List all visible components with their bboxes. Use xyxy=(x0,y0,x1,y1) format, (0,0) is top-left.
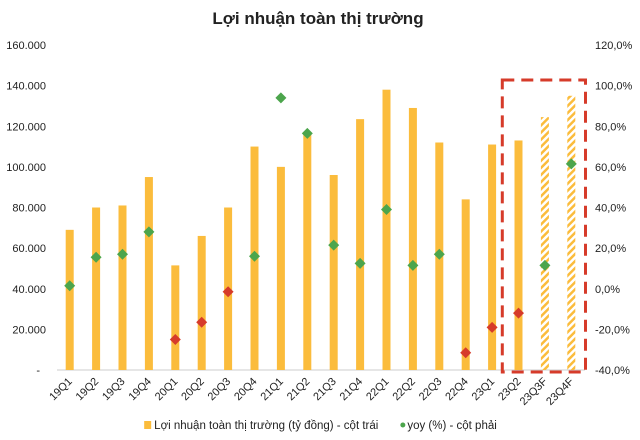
right-tick-label: -40,0% xyxy=(595,365,630,377)
yoy-point xyxy=(328,239,340,251)
yoy-point xyxy=(169,334,181,346)
x-tick-label: 20Q2 xyxy=(179,376,207,404)
yoy-point xyxy=(143,226,155,238)
x-tick-label: 19Q2 xyxy=(74,376,102,404)
left-tick-label: 40.000 xyxy=(12,284,46,296)
legend: Lợi nhuận toàn thị trường (tỷ đồng) - cộ… xyxy=(144,420,497,432)
yoy-point xyxy=(513,307,524,319)
x-tick-label: 20Q4 xyxy=(232,376,260,404)
right-tick-label: 80,0% xyxy=(595,121,626,133)
yoy-point xyxy=(249,250,260,262)
forecast-highlight-box xyxy=(500,78,587,374)
x-tick-label: 23Q1 xyxy=(470,376,498,404)
left-tick-label: - xyxy=(36,365,40,377)
yoy-point xyxy=(354,257,366,269)
bar xyxy=(118,205,127,370)
x-tick-label: 19Q3 xyxy=(100,376,128,404)
left-tick-label: 100.000 xyxy=(6,162,46,174)
bar xyxy=(540,117,549,370)
yoy-point xyxy=(565,158,577,170)
bar xyxy=(144,177,153,370)
right-tick-label: 40,0% xyxy=(595,203,626,215)
left-axis: - 20.000 40.000 60.000 80.000 100.000 120.000 1… xyxy=(6,40,46,377)
legend-bar-swatch xyxy=(144,421,152,429)
legend-yoy-marker xyxy=(400,422,406,428)
x-tick-label: 20Q1 xyxy=(153,376,181,404)
bar xyxy=(171,265,180,370)
right-tick-label: 20,0% xyxy=(595,243,626,255)
bar xyxy=(382,89,391,370)
x-tick-label: 22Q2 xyxy=(390,376,418,404)
bar-series xyxy=(65,89,576,370)
bar xyxy=(303,132,312,370)
x-tick-label: 21Q4 xyxy=(338,376,366,404)
x-tick-label: 22Q4 xyxy=(443,376,471,404)
yoy-point xyxy=(64,280,76,292)
yoy-point xyxy=(117,248,128,260)
x-tick-label: 21Q3 xyxy=(311,376,339,404)
x-tick-label: 23Q4F xyxy=(544,375,576,407)
left-tick-label: 140.000 xyxy=(6,81,46,93)
x-tick-label: 22Q1 xyxy=(364,376,392,404)
bar xyxy=(92,207,101,370)
bar xyxy=(356,119,365,370)
left-tick-label: 80.000 xyxy=(12,203,46,215)
bar xyxy=(197,235,206,370)
left-tick-label: 20.000 xyxy=(12,324,46,336)
yoy-point xyxy=(301,127,313,139)
yoy-point xyxy=(90,251,102,263)
bar xyxy=(329,175,338,370)
bar xyxy=(408,107,417,370)
yoy-series xyxy=(64,92,577,359)
yoy-point xyxy=(407,259,419,271)
right-tick-label: 60,0% xyxy=(595,162,626,174)
yoy-point xyxy=(539,259,551,271)
right-tick-label: 120,0% xyxy=(595,40,633,52)
left-tick-label: 120.000 xyxy=(6,121,46,133)
yoy-point xyxy=(433,248,445,260)
bar xyxy=(567,95,576,370)
yoy-point xyxy=(486,321,498,333)
x-tick-label: 22Q3 xyxy=(417,376,445,404)
yoy-point xyxy=(196,316,208,328)
bar xyxy=(65,229,74,370)
left-tick-label: 160.000 xyxy=(6,40,46,52)
bar xyxy=(461,199,470,370)
x-tick-label: 21Q1 xyxy=(258,376,286,404)
bar xyxy=(514,140,523,370)
yoy-point xyxy=(460,347,472,359)
right-tick-label: 100,0% xyxy=(595,81,633,93)
bar xyxy=(488,144,497,370)
x-axis-labels: 19Q119Q219Q319Q420Q120Q220Q320Q421Q121Q2… xyxy=(47,375,576,407)
chart-title: Lợi nhuận toàn thị trường xyxy=(212,9,423,28)
right-tick-label: -20,0% xyxy=(595,324,630,336)
right-axis: -40,0% -20,0% 0,0% 20,0% 40,0% 60,0% 80,0% 100,… xyxy=(595,40,633,377)
yoy-point xyxy=(275,92,287,104)
legend-yoy-label: yoy (%) - cột phải xyxy=(407,420,496,432)
right-tick-label: 0,0% xyxy=(595,284,620,296)
yoy-point xyxy=(381,204,392,216)
x-tick-label: 23Q3F xyxy=(518,375,550,407)
legend-bar-label: Lợi nhuận toàn thị trường (tỷ đồng) - cộ… xyxy=(154,420,378,432)
x-tick-label: 21Q2 xyxy=(285,376,313,404)
x-tick-label: 19Q1 xyxy=(47,376,75,404)
x-tick-label: 19Q4 xyxy=(126,376,154,404)
yoy-point xyxy=(222,286,234,298)
x-tick-label: 20Q3 xyxy=(206,376,234,404)
bar xyxy=(276,166,285,370)
left-tick-label: 60.000 xyxy=(12,243,46,255)
